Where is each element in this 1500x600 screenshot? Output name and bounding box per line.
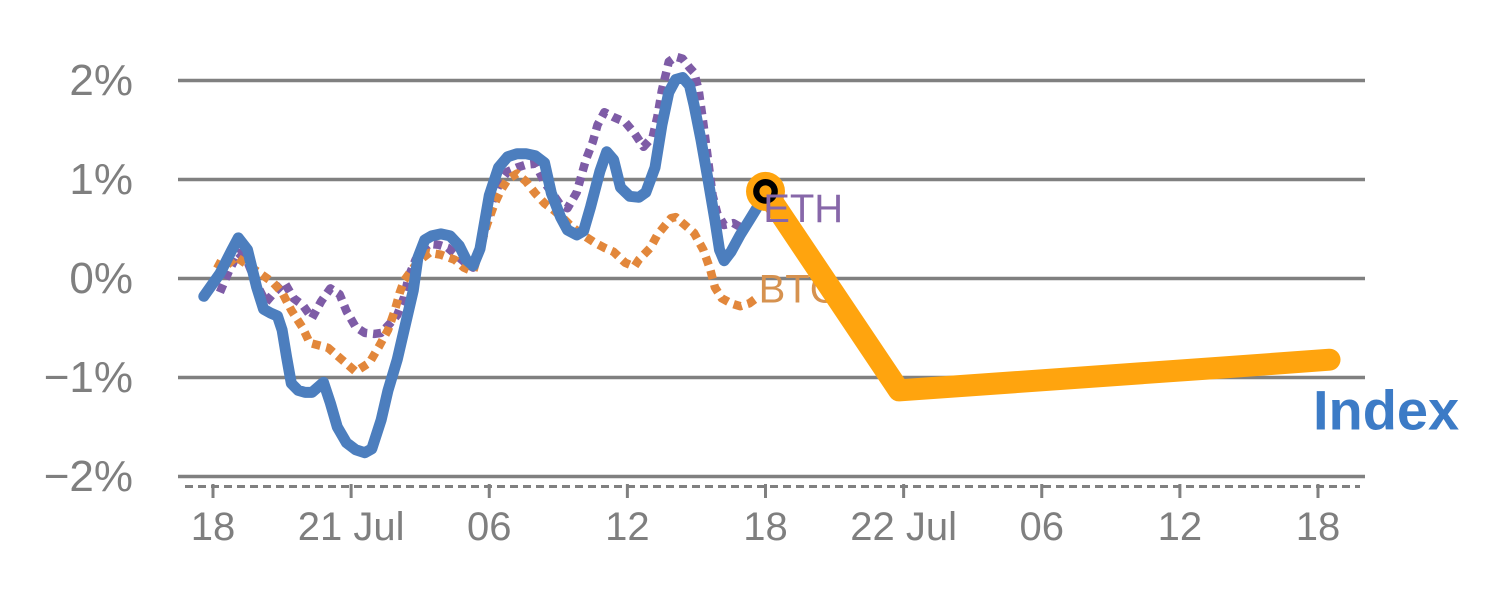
index-label: Index [1313, 379, 1459, 442]
x-tick-label: 18 [191, 505, 236, 549]
y-tick-label: 1% [69, 155, 133, 204]
x-tick-label: 06 [1020, 505, 1065, 549]
x-tick-label: 06 [467, 505, 512, 549]
x-tick-label: 12 [1158, 505, 1203, 549]
eth-label: ETH [763, 187, 843, 231]
y-tick-label: −2% [44, 452, 133, 501]
x-tick-label: 18 [743, 505, 788, 549]
current-point-marker [753, 179, 778, 204]
index-line [198, 72, 771, 459]
index_projection-line [754, 180, 1341, 402]
btc-line [213, 169, 759, 376]
y-tick-label: 2% [69, 56, 133, 105]
x-tick-label: 12 [605, 505, 650, 549]
x-tick-label: 21 Jul [298, 505, 405, 549]
y-tick-label: 0% [69, 254, 133, 303]
eth-line [215, 52, 743, 339]
x-tick-label: 22 Jul [850, 505, 957, 549]
x-tick-label: 18 [1296, 505, 1341, 549]
y-tick-label: −1% [44, 353, 133, 402]
